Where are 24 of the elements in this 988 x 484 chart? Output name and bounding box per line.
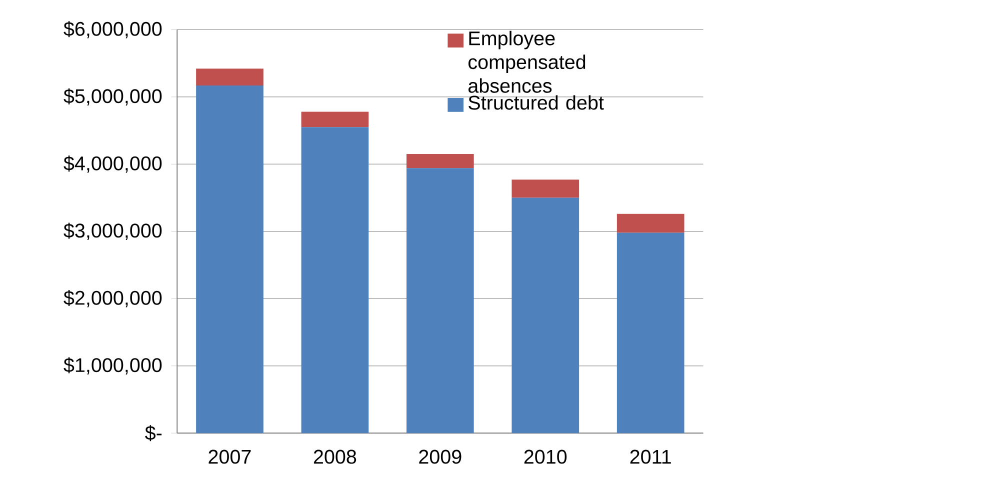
bar [512,198,580,434]
bar [301,112,369,128]
bar [616,214,684,233]
legend-label: Structured debt [468,95,604,110]
x-tick-label: 2011 [630,450,671,464]
bar [196,86,264,434]
y-tick-label: $6,000,000 [64,21,162,38]
legend-label: Employee compensated absences [468,31,586,94]
bar [512,180,580,198]
bar [196,68,264,86]
x-tick-label: 2007 [208,450,251,464]
bar [301,127,369,434]
y-tick-label: $- [145,425,162,442]
bar [406,168,474,434]
y-tick-label: $3,000,000 [64,223,162,240]
y-tick-label: $2,000,000 [64,290,162,308]
x-tick-label: 2008 [314,450,356,464]
y-tick-label: $5,000,000 [64,88,162,106]
x-tick-label: 2010 [524,450,567,464]
y-tick-label: $4,000,000 [64,156,162,173]
bar [406,154,474,168]
y-tick-label: $1,000,000 [64,358,162,375]
x-tick-label: 2009 [419,450,462,464]
bar [616,232,684,434]
